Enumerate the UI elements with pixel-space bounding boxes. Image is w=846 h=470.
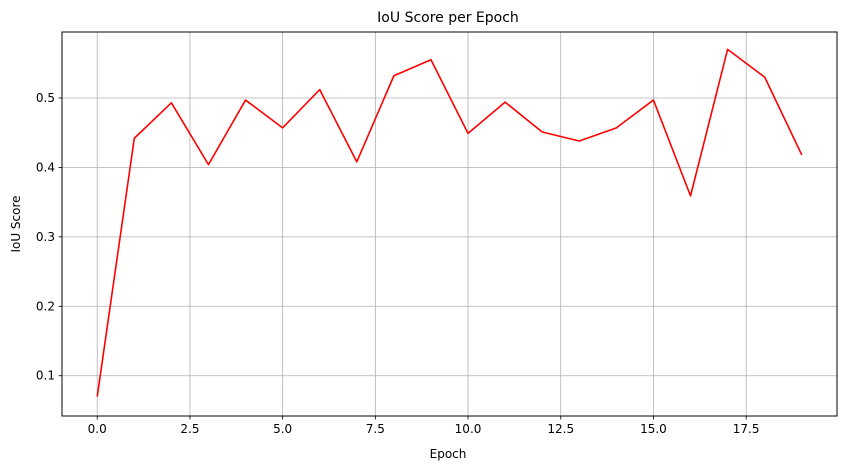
y-axis-title: IoU Score [9, 195, 23, 252]
y-tick-label: 0.1 [36, 369, 55, 383]
x-tick-label: 7.5 [366, 422, 385, 436]
series-line [96, 48, 803, 397]
x-tick-label: 17.5 [733, 422, 760, 436]
x-axis-title: Epoch [430, 447, 467, 461]
x-tick-label: 5.0 [273, 422, 292, 436]
chart-title: IoU Score per Epoch [377, 10, 519, 26]
tick-layer: 0.0 2.5 5.0 7.5 10.0 12.5 15.0 17.5 0.1 0.2 0.3 0.4… [36, 91, 760, 436]
x-tick-label: 0.0 [88, 422, 107, 436]
plot-area-frame [61, 31, 838, 417]
y-tick-label: 0.4 [36, 160, 55, 174]
y-tick-label: 0.5 [36, 91, 55, 105]
x-tick-label: 10.0 [455, 422, 482, 436]
x-tick-label: 15.0 [640, 422, 667, 436]
x-tick-label: 2.5 [180, 422, 199, 436]
y-tick-label: 0.3 [36, 230, 55, 244]
series-layer [96, 48, 803, 397]
x-tick-label: 12.5 [547, 422, 574, 436]
y-tick-label: 0.2 [36, 299, 55, 313]
